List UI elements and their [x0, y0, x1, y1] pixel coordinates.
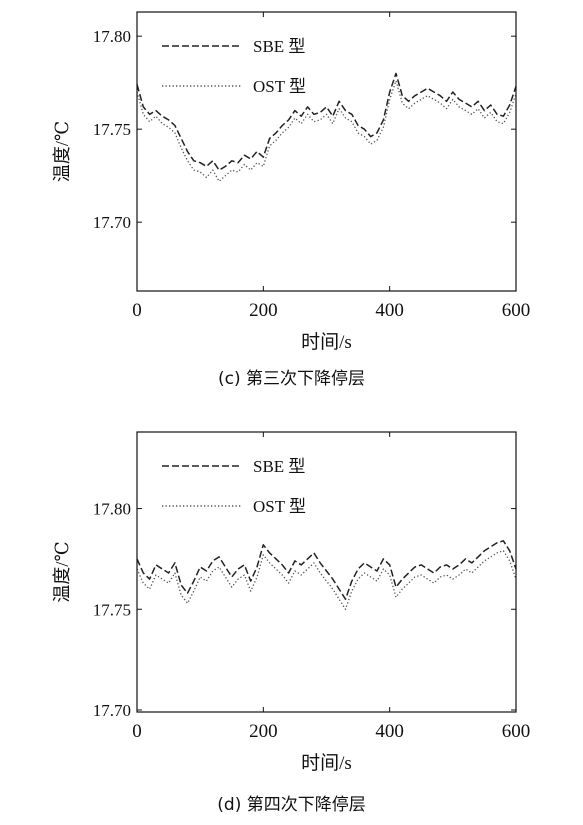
y-tick-label: 17.70 [93, 701, 131, 720]
x-tick-label: 0 [132, 721, 142, 742]
x-tick-label: 400 [375, 300, 404, 321]
x-tick-label: 200 [249, 721, 278, 742]
y-axis-label: 温度/℃ [52, 541, 72, 602]
y-tick-label: 17.75 [93, 120, 131, 139]
series-line-ost [136, 80, 517, 182]
y-tick-label: 17.70 [93, 213, 131, 232]
y-tick-label: 17.80 [93, 500, 131, 519]
y-axis-label: 温度/℃ [52, 121, 72, 182]
y-tick-label: 17.75 [93, 600, 131, 619]
series-line-sbe [136, 540, 517, 600]
x-tick-label: 600 [502, 721, 531, 742]
y-tick-label: 17.80 [93, 27, 131, 46]
x-tick-label: 600 [502, 300, 531, 321]
chart-d: 0 200 400 600 17.70 17.75 17.80 时间/s 温度/℃ SBE 型 OS… [52, 431, 531, 774]
panel-d: 0 200 400 600 17.70 17.75 17.80 时间/s 温度/℃ SBE 型 OS… [0, 415, 583, 775]
x-axis-label: 时间/s [301, 752, 352, 774]
x-tick-label: 200 [249, 300, 278, 321]
series-line-ost [136, 550, 517, 610]
caption-d: (d) 第四次下降停层 [217, 795, 366, 815]
x-tick-label: 0 [132, 300, 142, 321]
x-tick-label: 400 [375, 721, 404, 742]
plot-frame [136, 431, 517, 713]
x-axis-label: 时间/s [301, 331, 352, 353]
plot-frame [136, 11, 517, 292]
chart-c: 0 200 400 600 17.70 17.75 17.80 时间/s 温度/℃ SBE 型 OS… [52, 11, 531, 353]
legend-label-ost: OST 型 [253, 77, 306, 96]
series-line-sbe [136, 72, 517, 171]
caption-c: (c) 第三次下降停层 [217, 369, 365, 389]
panel-c: 0 200 400 600 17.70 17.75 17.80 时间/s 温度/℃ SBE 型 OS… [0, 0, 583, 400]
legend-label-sbe: SBE 型 [253, 37, 305, 56]
legend-label-sbe: SBE 型 [253, 457, 305, 476]
legend-label-ost: OST 型 [253, 497, 306, 516]
